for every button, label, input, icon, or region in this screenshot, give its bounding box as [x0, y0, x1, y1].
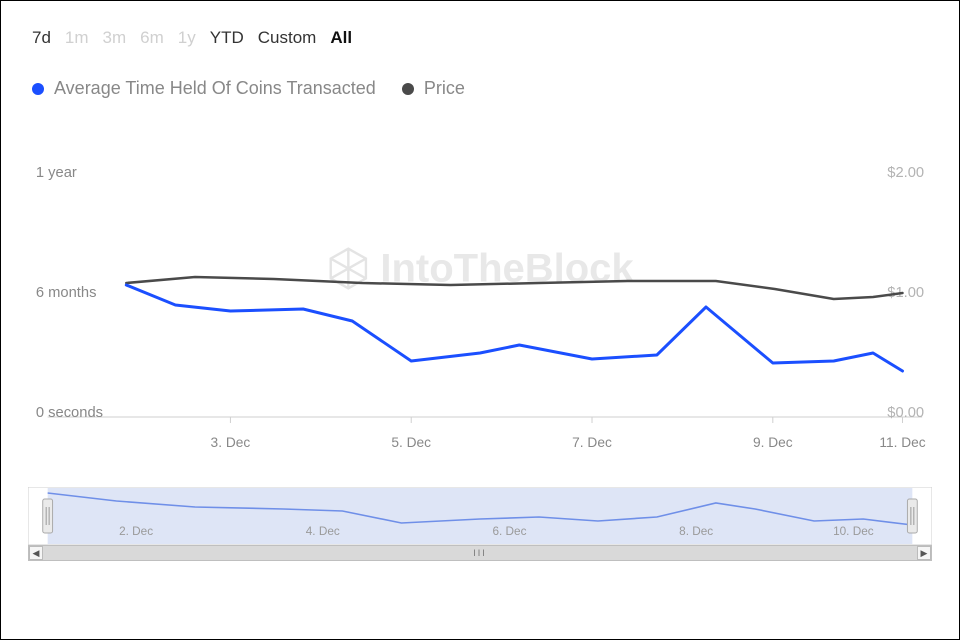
- svg-text:6. Dec: 6. Dec: [492, 524, 526, 538]
- scroll-grip-icon[interactable]: III: [43, 548, 917, 558]
- navigator-svg: 2. Dec 4. Dec 6. Dec 8. Dec 10. Dec: [28, 487, 932, 545]
- svg-text:8. Dec: 8. Dec: [679, 524, 713, 538]
- svg-text:4. Dec: 4. Dec: [306, 524, 340, 538]
- svg-text:$1.00: $1.00: [887, 285, 924, 301]
- svg-text:11. Dec: 11. Dec: [879, 434, 925, 450]
- scroll-left-button[interactable]: ◀: [29, 546, 43, 560]
- main-chart-svg: 1 year 6 months 0 seconds $2.00 $1.00 $0.00 3.…: [28, 147, 932, 467]
- svg-text:9. Dec: 9. Dec: [753, 434, 793, 450]
- chart-area[interactable]: IntoTheBlock 1 year6 months0 seconds$2.0…: [28, 147, 932, 467]
- navigator-scrollbar[interactable]: ◀ III ▶: [28, 545, 932, 561]
- scroll-right-button[interactable]: ▶: [917, 546, 931, 560]
- svg-text:$0.00: $0.00: [887, 405, 924, 421]
- svg-text:7. Dec: 7. Dec: [572, 434, 612, 450]
- svg-text:1 year: 1 year: [36, 165, 77, 181]
- svg-text:5. Dec: 5. Dec: [391, 434, 431, 450]
- svg-text:2. Dec: 2. Dec: [119, 524, 153, 538]
- svg-text:3. Dec: 3. Dec: [211, 434, 251, 450]
- navigator[interactable]: 2. Dec 4. Dec 6. Dec 8. Dec 10. Dec ◀ III ▶: [28, 487, 932, 559]
- svg-text:$2.00: $2.00: [887, 165, 924, 181]
- svg-text:0 seconds: 0 seconds: [36, 405, 103, 421]
- svg-text:10. Dec: 10. Dec: [833, 524, 874, 538]
- svg-text:6 months: 6 months: [36, 285, 97, 301]
